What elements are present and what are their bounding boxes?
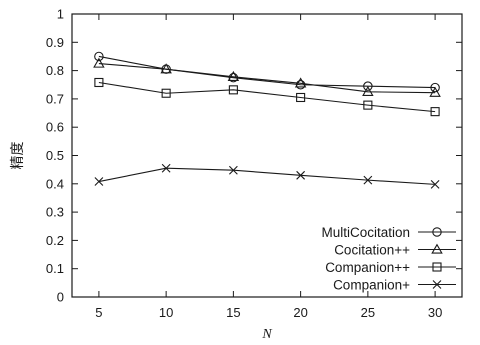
legend-marker — [431, 243, 443, 254]
data-point — [296, 92, 306, 103]
x-axis-label: N — [261, 327, 272, 342]
legend-marker — [432, 280, 442, 289]
y-axis: 0 0.1 0.2 0.3 0.4 0.5 0.6 0.7 0.8 0.9 1 — [46, 7, 462, 305]
series-square — [94, 77, 440, 117]
series-line — [98, 55, 436, 89]
legend-label: MultiCocitation — [321, 225, 410, 240]
y-tick-label: 0.8 — [46, 63, 64, 78]
data-point — [295, 80, 306, 90]
x-tick-label: 15 — [226, 305, 240, 320]
data-point — [363, 81, 373, 91]
data-point — [363, 100, 373, 110]
y-tick-label: 0.6 — [46, 120, 64, 135]
legend-label: Cocitation++ — [334, 243, 410, 258]
data-point — [294, 77, 307, 88]
data-point — [362, 85, 374, 96]
data-point — [161, 163, 171, 173]
y-tick-label: 0.7 — [46, 91, 64, 106]
y-tick-label: 0.4 — [46, 176, 64, 191]
series-circle — [94, 51, 440, 93]
y-tick-label: 0.3 — [46, 205, 64, 220]
x-tick-label: 30 — [428, 305, 442, 320]
x-tick-label: 25 — [361, 305, 375, 320]
data-point — [430, 82, 440, 93]
data-point — [228, 165, 238, 175]
y-tick-label: 0.2 — [46, 233, 64, 248]
x-tick-label: 5 — [95, 305, 102, 320]
data-point — [161, 88, 171, 98]
y-tick-label: 0.9 — [46, 35, 64, 50]
data-point — [296, 170, 306, 180]
data-point — [227, 70, 240, 81]
y-tick-label: 0.1 — [46, 261, 64, 276]
data-point — [160, 63, 172, 74]
legend-label: Companion+ — [333, 278, 410, 293]
data-point — [430, 179, 440, 189]
data-point — [430, 107, 440, 117]
series-layer — [93, 51, 441, 189]
series-line — [98, 62, 436, 94]
legend-marker — [432, 262, 442, 272]
x-tick-label: 10 — [159, 305, 173, 320]
x-tick-label: 20 — [293, 305, 307, 320]
data-point — [94, 77, 104, 88]
y-tick-label: 1 — [57, 7, 64, 22]
legend: MultiCocitation Cocitation++ Companion++ Co… — [321, 225, 456, 293]
x-axis: 5 10 15 20 25 30 — [95, 14, 442, 320]
y-axis-label: 精度 — [10, 142, 26, 170]
series-line — [98, 81, 436, 113]
data-point — [93, 57, 105, 68]
series-triangle — [93, 57, 441, 97]
data-point — [228, 85, 238, 95]
y-tick-label: 0.5 — [46, 148, 64, 163]
data-point — [429, 86, 441, 97]
legend-marker — [432, 227, 442, 237]
legend-label: Companion++ — [325, 260, 410, 275]
data-point — [94, 51, 104, 62]
y-tick-label: 0 — [57, 290, 64, 305]
data-point — [94, 177, 104, 186]
series-line — [98, 167, 436, 185]
data-point — [363, 175, 373, 185]
series-cross — [94, 163, 440, 189]
